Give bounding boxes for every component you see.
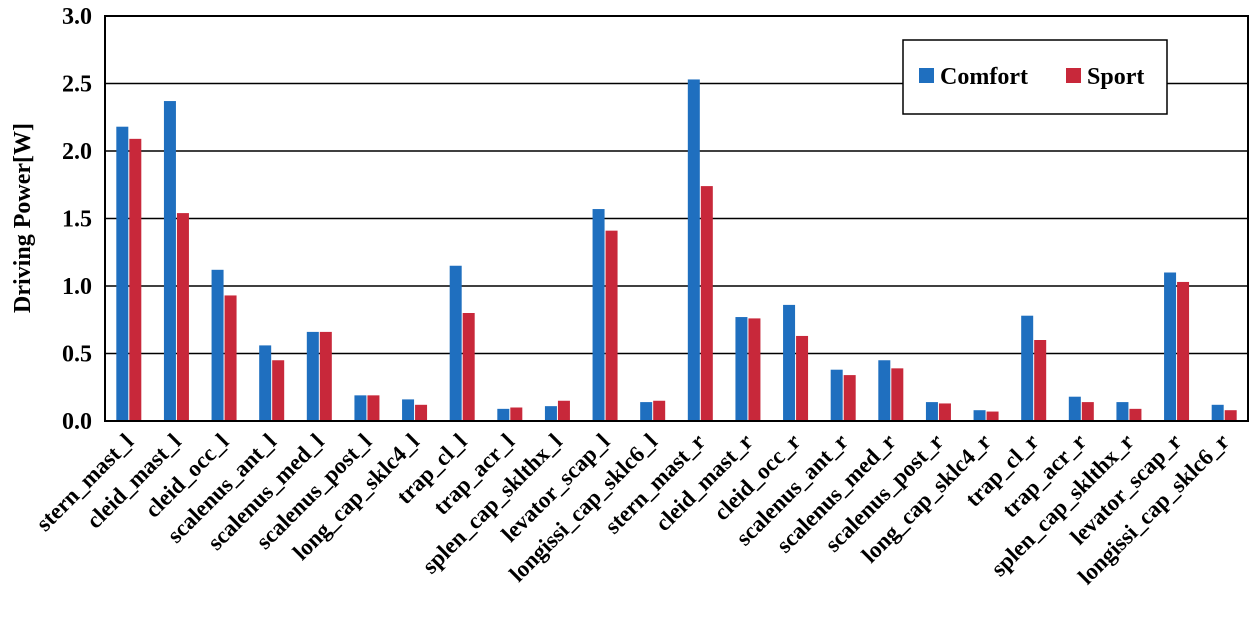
bar-comfort [211, 269, 224, 421]
bar-sport [891, 368, 904, 421]
bar-comfort [306, 331, 319, 421]
bar-comfort [497, 408, 510, 421]
bar-sport [1177, 281, 1190, 421]
legend-label-comfort: Comfort [940, 64, 1028, 90]
bar-comfort [783, 304, 796, 421]
legend-swatch-sport [1066, 68, 1081, 83]
bar-sport [367, 395, 380, 421]
legend-label-sport: Sport [1087, 64, 1144, 90]
bar-comfort [592, 209, 605, 421]
y-tick-label: 1.5 [62, 207, 92, 233]
bar-comfort [830, 369, 843, 421]
bar-sport [748, 318, 761, 421]
bar-sport [1224, 410, 1237, 421]
bar-sport [415, 404, 428, 421]
y-tick-label: 2.5 [62, 72, 92, 98]
bar-comfort [1211, 404, 1224, 421]
bar-sport [176, 213, 189, 421]
bar-comfort [354, 395, 367, 421]
bars [116, 79, 1237, 422]
bar-sport [1034, 340, 1047, 421]
bar-sport [843, 375, 856, 421]
bar-comfort [640, 402, 653, 421]
y-tick-label: 1.0 [62, 274, 92, 300]
bar-comfort [1068, 396, 1081, 421]
y-tick-label: 0.0 [62, 409, 92, 435]
bar-sport [129, 138, 142, 421]
bar-comfort [878, 360, 891, 421]
bar-sport [605, 230, 618, 421]
y-tick-label: 2.0 [62, 139, 92, 165]
bar-sport [272, 360, 285, 421]
bar-sport [319, 331, 332, 421]
y-tick-label: 3.0 [62, 4, 92, 30]
bar-comfort [449, 265, 462, 421]
y-axis-label: Driving Power[W] [10, 123, 36, 313]
bar-comfort [925, 402, 938, 421]
bar-sport [653, 400, 666, 421]
bar-comfort [402, 399, 415, 421]
bar-comfort [163, 101, 176, 422]
bar-sport [796, 335, 809, 421]
bar-comfort [1164, 272, 1177, 421]
bar-comfort [735, 317, 748, 421]
x-category-labels: stern_mast_lcleid_mast_lcleid_occ_lscale… [31, 429, 1233, 589]
legend-box [902, 39, 1168, 115]
plot-frame [104, 15, 1249, 422]
bar-sport [1129, 408, 1142, 421]
bar-sport [700, 186, 713, 421]
bar-sport [224, 295, 237, 421]
bar-sport [1081, 402, 1094, 421]
bar-comfort [687, 79, 700, 421]
legend-swatch-comfort [919, 68, 934, 83]
bar-comfort [973, 410, 986, 421]
legend: Comfort Sport [902, 39, 1168, 115]
y-tick-label: 0.5 [62, 342, 92, 368]
bar-sport [510, 407, 523, 421]
bar-comfort [1116, 402, 1129, 421]
bar-comfort [259, 345, 272, 421]
bar-comfort [544, 406, 557, 421]
bar-sport [986, 411, 999, 421]
bar-comfort [116, 126, 129, 421]
y-tick-labels: 0.0 0.5 1.0 1.5 2.0 2.5 3.0 [62, 4, 92, 435]
bar-sport [557, 400, 570, 421]
bar-comfort [1021, 315, 1034, 421]
bar-sport [938, 403, 951, 421]
bar-sport [462, 313, 475, 421]
